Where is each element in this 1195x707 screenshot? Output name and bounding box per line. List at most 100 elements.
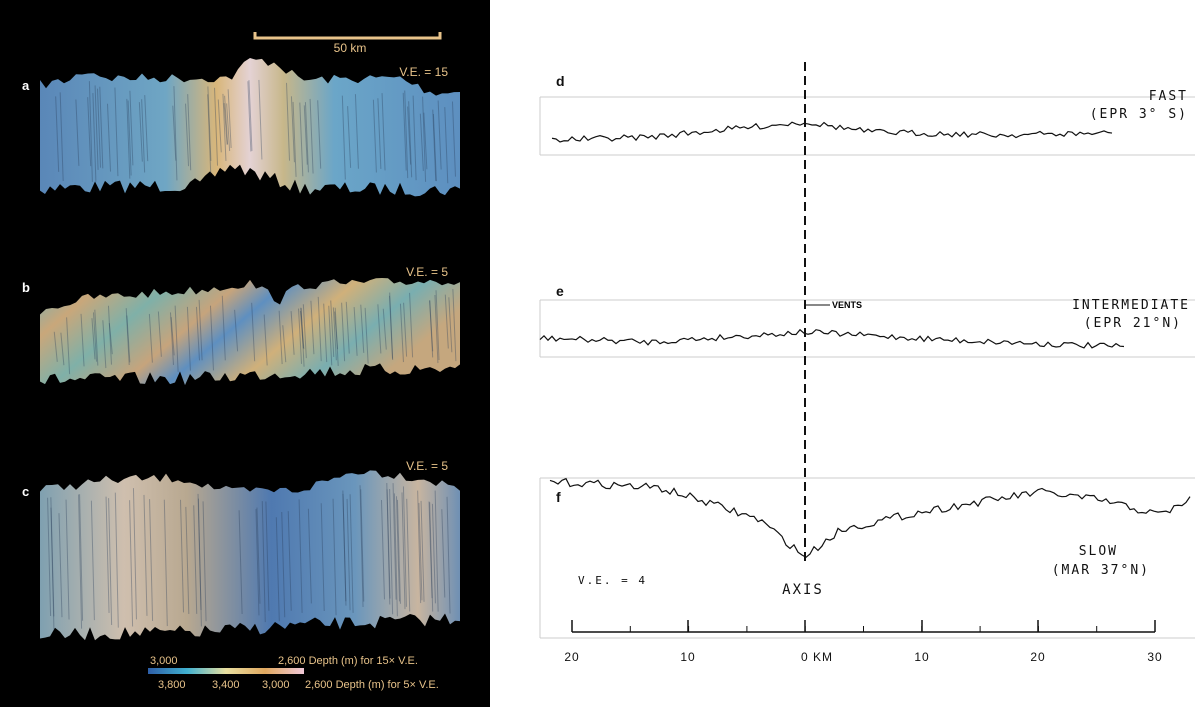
texture: [412, 95, 417, 181]
texture: [380, 500, 385, 600]
legend-label: 3,000: [150, 655, 178, 667]
texture: [126, 315, 131, 363]
texture: [234, 309, 239, 352]
texture: [341, 302, 346, 362]
texture: [53, 331, 58, 362]
texture: [59, 92, 64, 182]
scale-bar-label: 50 km: [334, 41, 367, 55]
texture: [141, 99, 146, 173]
texture: [224, 95, 229, 145]
texture: [185, 506, 190, 614]
texture: [169, 312, 174, 365]
texture: [129, 500, 134, 627]
texture: [214, 87, 219, 166]
texture: [422, 96, 427, 182]
texture: [392, 483, 397, 600]
texture: [127, 100, 132, 176]
texture: [360, 489, 365, 602]
texture: [382, 308, 387, 350]
texture: [429, 502, 434, 612]
scale-label: 30: [1147, 650, 1162, 664]
depth-profile: [551, 121, 1113, 143]
texture: [221, 295, 226, 361]
texture: [434, 294, 439, 364]
texture: [292, 101, 297, 177]
texture: [265, 501, 270, 611]
texture: [377, 98, 382, 169]
texture: [207, 86, 212, 161]
relief-strip: [40, 470, 460, 641]
texture: [386, 482, 391, 605]
texture: [317, 296, 322, 362]
texture: [448, 297, 453, 353]
texture: [404, 90, 409, 179]
texture: [290, 311, 295, 355]
texture: [290, 96, 295, 163]
scale-label: 20: [1030, 650, 1045, 664]
texture: [432, 109, 437, 181]
texture: [381, 93, 386, 171]
texture: [263, 314, 268, 366]
panel-label: c: [22, 484, 29, 499]
panel-label: b: [22, 280, 30, 295]
texture: [298, 308, 303, 364]
texture: [300, 308, 305, 367]
texture: [186, 306, 191, 371]
profile-name: INTERMEDIATE: [1072, 298, 1190, 313]
depth-profile: [549, 477, 1191, 559]
texture: [106, 103, 111, 172]
texture: [193, 505, 198, 614]
profile-location: (EPR 21°N): [1084, 316, 1182, 331]
texture: [251, 302, 256, 362]
legend-label: 2,600 Depth (m) for 15× V.E.: [278, 655, 418, 667]
texture: [418, 502, 423, 601]
texture: [345, 301, 350, 354]
texture: [441, 509, 446, 598]
texture: [114, 492, 119, 628]
texture: [173, 86, 178, 181]
texture: [202, 501, 207, 622]
texture: [393, 493, 398, 617]
texture: [138, 102, 143, 162]
ve-label: V.E. = 4: [578, 574, 647, 587]
texture: [360, 304, 365, 353]
texture: [107, 305, 112, 365]
texture: [90, 500, 95, 621]
texture: [428, 501, 433, 599]
texture: [334, 307, 339, 366]
texture: [114, 87, 119, 177]
texture: [347, 106, 352, 168]
scale-label: 10: [914, 650, 929, 664]
texture: [144, 95, 149, 162]
texture: [286, 82, 291, 161]
texture: [256, 507, 261, 604]
texture: [429, 300, 434, 358]
texture: [47, 497, 52, 617]
texture: [58, 513, 63, 618]
texture: [209, 305, 214, 371]
texture: [444, 107, 449, 184]
texture: [304, 102, 309, 173]
texture: [451, 101, 456, 177]
texture: [126, 98, 131, 179]
profile-location: (MAR 37°N): [1052, 563, 1150, 578]
texture: [420, 500, 425, 602]
texture: [399, 303, 404, 363]
texture: [372, 99, 377, 173]
texture: [452, 288, 457, 362]
texture: [79, 494, 84, 621]
texture: [359, 485, 364, 608]
ve-label: V.E. = 15: [399, 65, 448, 79]
texture: [75, 99, 80, 166]
ve-label: V.E. = 5: [406, 459, 448, 473]
texture: [94, 85, 99, 170]
texture: [170, 317, 175, 356]
texture: [409, 292, 414, 358]
panel-label: d: [556, 73, 565, 89]
texture: [395, 496, 400, 602]
texture: [91, 318, 96, 360]
texture: [197, 498, 202, 627]
texture: [65, 499, 70, 620]
relief-strips: [40, 57, 460, 641]
texture: [125, 308, 130, 366]
